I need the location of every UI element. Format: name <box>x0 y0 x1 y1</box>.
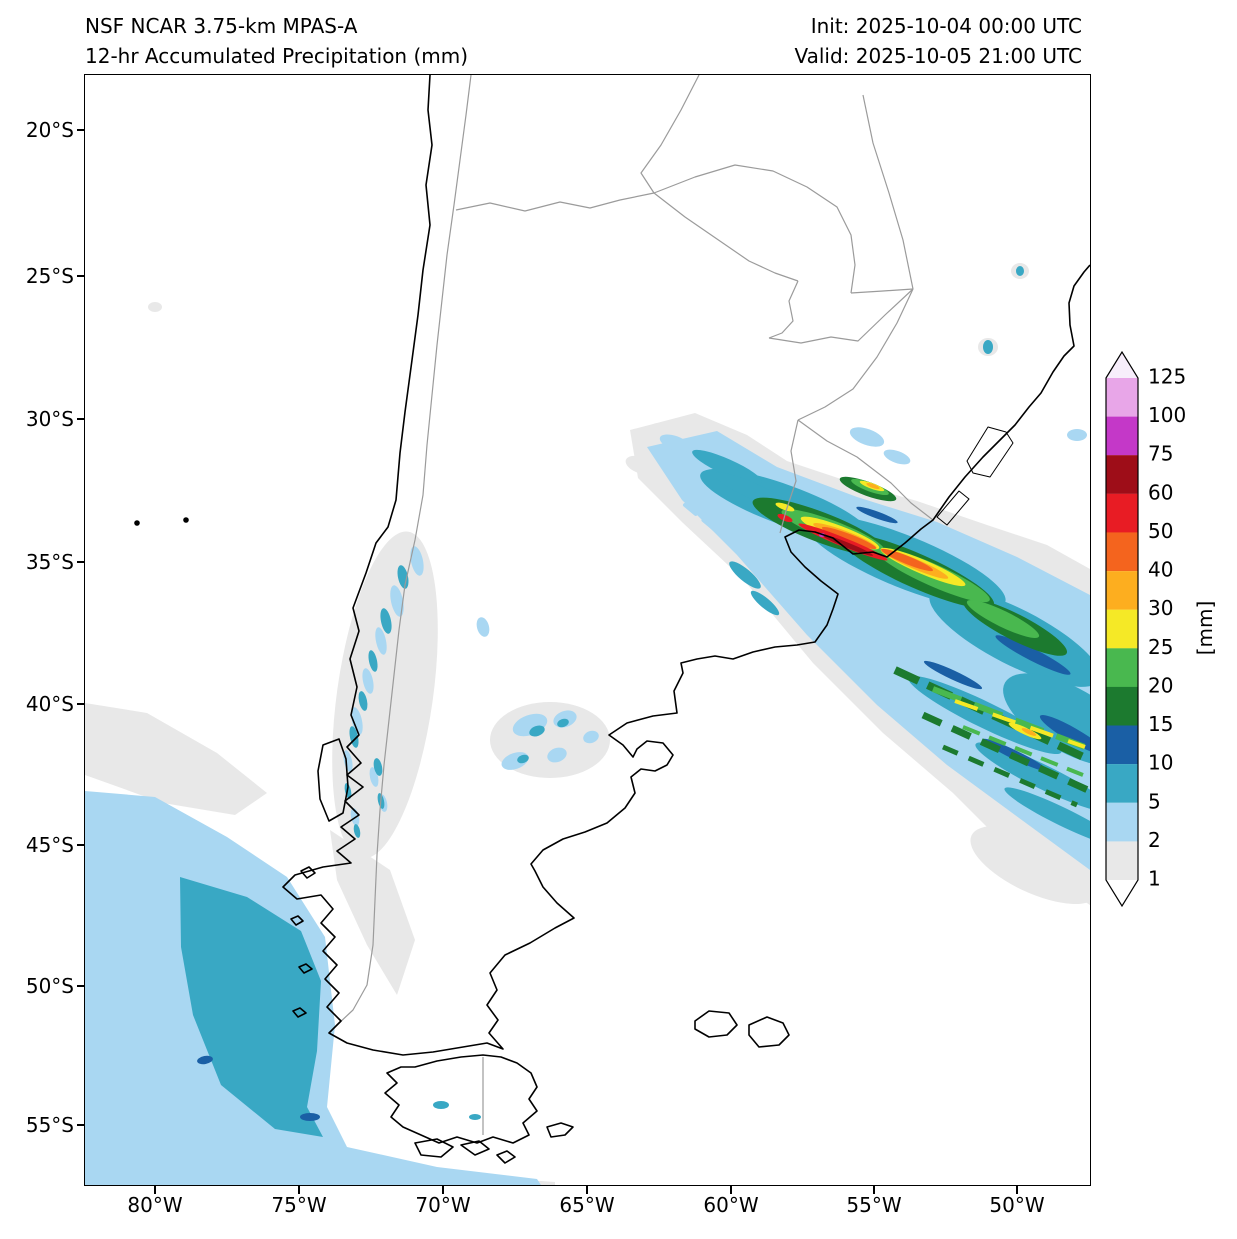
colorbar-segment <box>1106 648 1138 687</box>
colorbar-segment <box>1106 609 1138 649</box>
axis-tick <box>586 1186 588 1194</box>
lat-tick-label: 50°S <box>25 974 74 998</box>
colorbar-segment <box>1106 686 1138 726</box>
lon-tick-label: 75°W <box>271 1193 327 1217</box>
fjord-islets <box>290 915 304 926</box>
axis-tick <box>77 703 85 705</box>
lat-tick-label: 35°S <box>25 550 74 574</box>
colorbar-tick-label: 75 <box>1148 442 1173 466</box>
lat-tick-label: 45°S <box>25 833 74 857</box>
cape-horn-islets <box>496 1150 516 1164</box>
colorbar-segment <box>1106 455 1138 494</box>
colorbar-tick-label: 40 <box>1148 558 1173 582</box>
mainland-coast <box>282 75 1090 1056</box>
staten-island <box>546 1122 574 1138</box>
axis-tick <box>77 561 85 563</box>
falkland-east <box>748 1016 790 1048</box>
lon-tick-label: 50°W <box>989 1193 1045 1217</box>
colorbar-tick-label: 25 <box>1148 635 1173 659</box>
colorbar-outline <box>1105 350 1139 908</box>
south-islands <box>414 1138 454 1158</box>
title-line-2: 12-hr Accumulated Precipitation (mm) <box>85 44 469 68</box>
colorbar-tick-label: 30 <box>1148 596 1173 620</box>
country-borders <box>336 75 934 1135</box>
falkland-west <box>694 1010 738 1038</box>
island-dot <box>134 520 140 526</box>
colorbar-unit-label: [mm] <box>1193 600 1217 656</box>
lat-tick-label: 55°S <box>25 1113 74 1137</box>
precip-5-10mm-layer <box>180 266 1090 1137</box>
title-block-left: NSF NCAR 3.75-km MPAS-A 12-hr Accumulate… <box>85 11 468 71</box>
south-islands <box>460 1140 490 1156</box>
fjord-islets <box>300 866 316 879</box>
colorbar-segment <box>1106 493 1138 533</box>
colorbar-tick-label: 15 <box>1148 712 1173 736</box>
axis-tick <box>77 129 85 131</box>
precip-20-25mm-streaks <box>931 686 1090 777</box>
axis-tick <box>442 1186 444 1194</box>
lagoa-mirim <box>936 490 970 526</box>
lat-tick-label: 20°S <box>25 118 74 142</box>
colorbar-tick-label: 60 <box>1148 480 1173 504</box>
colorbar-tick-label: 100 <box>1148 403 1186 427</box>
lon-tick-label: 70°W <box>415 1193 471 1217</box>
lat-tick-label: 30°S <box>25 407 74 431</box>
lon-tick-label: 65°W <box>559 1193 615 1217</box>
title-block-right: Init: 2025-10-04 00:00 UTC Valid: 2025-1… <box>794 11 1082 71</box>
precip-40-50mm-layer <box>821 526 934 572</box>
fjord-islets <box>298 963 313 974</box>
colorbar-tick-label: 10 <box>1148 751 1173 775</box>
lon-tick-label: 60°W <box>703 1193 759 1217</box>
coastline <box>134 75 1090 1164</box>
map-frame <box>84 74 1091 1186</box>
fjord-islets <box>292 1007 307 1018</box>
init-time-label: Init: 2025-10-04 00:00 UTC <box>810 14 1082 38</box>
colorbar-tick-label: 5 <box>1148 789 1161 813</box>
precip-25-30mm-streaks <box>954 699 1086 749</box>
colorbar-extend-over <box>1106 352 1138 378</box>
colorbar-tick-label: 50 <box>1148 519 1173 543</box>
lat-tick-label: 40°S <box>25 692 74 716</box>
title-line-1: NSF NCAR 3.75-km MPAS-A <box>85 14 358 38</box>
colorbar-segment <box>1106 416 1138 456</box>
lon-tick-label: 80°W <box>127 1193 183 1217</box>
colorbar-tick-label: 20 <box>1148 673 1173 697</box>
valid-time-label: Valid: 2025-10-05 21:00 UTC <box>794 44 1082 68</box>
axis-tick <box>77 418 85 420</box>
axis-tick <box>154 1186 156 1194</box>
axis-tick <box>77 275 85 277</box>
tierra-del-fuego <box>384 1054 538 1144</box>
map-canvas <box>85 75 1090 1185</box>
lon-tick-label: 55°W <box>846 1193 902 1217</box>
colorbar-tick-label: 125 <box>1148 365 1186 389</box>
colorbar-segment <box>1106 725 1138 765</box>
colorbar-segment <box>1106 802 1138 842</box>
colorbar-tick-label: 2 <box>1148 828 1161 852</box>
lat-tick-label: 25°S <box>25 264 74 288</box>
colorbar-segment <box>1106 764 1138 803</box>
colorbar: 125 100 75 60 50 40 30 25 20 15 10 5 2 1 <box>1105 350 1186 908</box>
axis-tick <box>298 1186 300 1194</box>
colorbar-segment <box>1106 841 1138 880</box>
axis-tick <box>77 1124 85 1126</box>
colorbar-segment <box>1106 571 1138 610</box>
precip-15-20mm-streaks <box>893 666 1090 808</box>
axis-tick <box>1016 1186 1018 1194</box>
colorbar-extend-under <box>1106 880 1138 906</box>
colorbar-segment <box>1106 378 1138 417</box>
axis-tick <box>77 844 85 846</box>
lagoa-dos-patos <box>966 426 1014 478</box>
colorbar-segment <box>1106 532 1138 572</box>
axis-tick <box>873 1186 875 1194</box>
axis-tick <box>730 1186 732 1194</box>
chiloe-island <box>317 738 349 822</box>
axis-tick <box>77 985 85 987</box>
island-dot <box>183 517 189 523</box>
colorbar-tick-label: 1 <box>1148 867 1161 891</box>
